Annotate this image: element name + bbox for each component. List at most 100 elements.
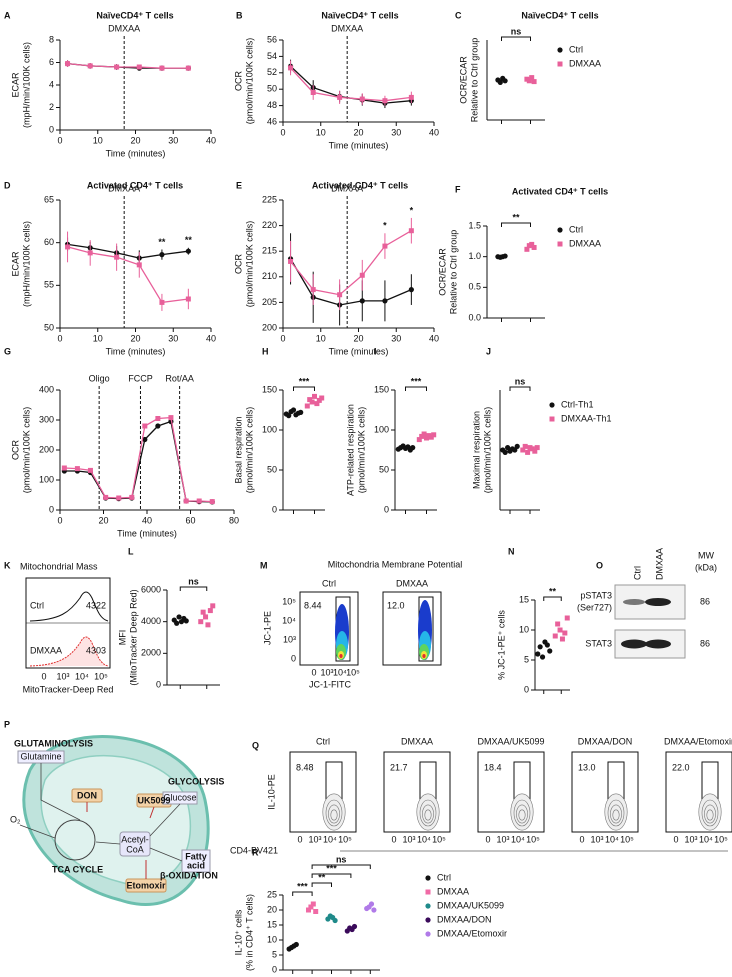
data-point [408,228,414,234]
contour [513,799,531,827]
data-point [410,445,416,451]
y-tick-label: 6 [49,57,54,67]
x-tick-label: 10⁵ [346,667,360,677]
significance-label: *** [299,376,310,386]
data-point [210,603,216,609]
contour [322,793,346,831]
y-axis-label: ATP-related respiration [345,404,355,496]
y-axis-label: (pmol/min/100K cells) [244,407,254,494]
x-tick-label: 10⁵ [338,834,352,844]
legend-label: DMXAA [569,238,601,248]
data-point [159,65,165,71]
y-tick-label: 150 [374,384,389,394]
data-point [155,423,161,429]
y-tick-label: 1.0 [468,251,481,261]
contour [604,793,628,831]
y-tick-label: 10⁵ [282,596,296,606]
legend-label: DMXAA/UK5099 [437,900,504,910]
western-blot [614,584,686,659]
contour [330,809,338,821]
significance-bracket [293,386,315,391]
event-label: FCCP [128,373,153,383]
panel-label: A [4,10,11,20]
series-line [64,416,213,503]
band-label: pSTAT3 [580,590,612,600]
contour [610,804,622,824]
data-point [431,432,437,438]
plot-frame [477,751,545,833]
data-point [351,923,358,930]
y-tick-label: 0 [49,504,54,514]
significance-label: ** [549,586,557,596]
data-point [176,614,182,620]
x-tick-label: 10⁴ [605,834,619,844]
data-point [65,61,71,67]
y-tick-label: 1.5 [468,220,481,230]
x-tick-label: 0 [311,667,316,677]
x-tick-label: 0 [579,834,584,844]
chart-title: Activated CD4⁺ T cells [512,186,608,196]
diagram-label: CoA [126,844,144,854]
legend-label: DMXAA [437,886,469,896]
data-point [142,423,148,429]
data-point [200,609,206,615]
y-axis-label: MFI [117,630,127,646]
x-tick-label: 20 [130,135,140,145]
x-tick-label: 40 [429,333,439,343]
data-point [174,620,180,626]
lane-label: Ctrl [632,566,642,580]
contour [516,804,528,824]
y-tick-label: 215 [262,246,277,256]
series-line [67,243,189,259]
mw-label: 86 [700,638,710,648]
data-point [502,449,508,455]
legend-label: DMXAA/Etomoxir [437,928,507,938]
sample-value: 18.4 [484,762,502,772]
y-axis-label: ECAR [10,72,20,98]
diagram-label: GLYCOLYSIS [168,776,224,786]
data-point [502,78,508,84]
y-tick-label: 4000 [141,616,161,626]
sample-value: 4303 [86,645,106,655]
panel-label: I [374,346,377,356]
x-tick-label: 10³ [56,671,69,681]
x-tick-label: 10 [316,333,326,343]
y-tick-label: 0 [272,504,277,514]
y-axis-label: OCR/ECAR [437,248,447,296]
data-point [136,262,142,268]
contour [698,793,722,831]
x-tick-label: 0 [57,515,62,525]
data-point [371,907,377,913]
panel-label: K [4,560,11,570]
contour [704,804,716,824]
legend-marker [557,241,563,247]
band-label: STAT3 [585,638,612,648]
data-point [382,243,388,249]
data-point [547,648,553,654]
x-tick-label: 60 [185,515,195,525]
plot-frame [383,751,451,833]
y-tick-label: 55 [44,280,54,290]
data-point [87,63,93,69]
flow-plots-m [299,591,442,666]
significance-bracket [405,386,427,391]
data-point [159,252,165,258]
diagram-label: Glutamine [20,751,61,761]
sample-name: DMXAA [401,736,433,746]
y-axis-label: (% in CD4⁺ T cells) [244,894,254,971]
x-tick-label: 10 [316,127,326,137]
diagram-label: TCA CYCLE [52,864,103,874]
significance-label: *** [297,881,308,891]
y-tick-label: 15 [267,919,277,929]
data-point [129,494,135,500]
y-tick-label: 2 [49,102,54,112]
chart-title: NaïveCD4⁺ T cells [96,10,173,20]
data-point [532,448,538,454]
x-tick-label: 40 [206,333,216,343]
significance-label: ns [515,376,526,386]
flow-plots-q [289,751,732,833]
legend-marker [425,931,431,937]
data-point [114,254,120,260]
significance-label: ** [158,237,166,247]
